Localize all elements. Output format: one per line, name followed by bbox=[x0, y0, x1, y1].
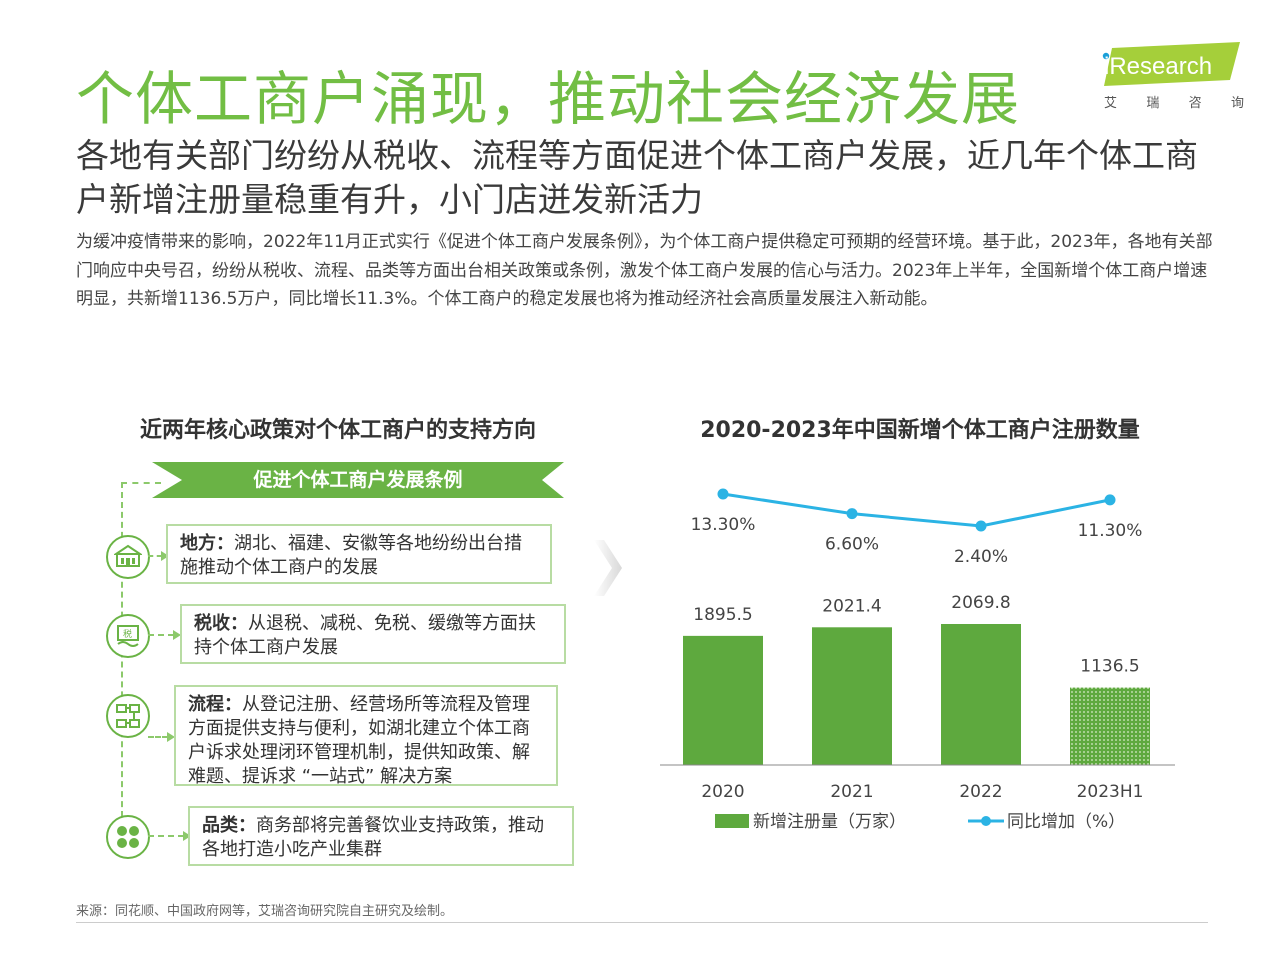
growth-point-2021 bbox=[846, 508, 858, 520]
policy-card-tax: 税收：从退税、减税、免税、缓缴等方面扶持个体工商户发展 bbox=[180, 604, 566, 664]
legend-bar-swatch bbox=[715, 814, 749, 828]
growth-label-2021: 6.60% bbox=[825, 535, 879, 555]
x-tick-2021: 2021 bbox=[830, 782, 873, 802]
chart-title: 2020-2023年中国新增个体工商户注册数量 bbox=[700, 418, 1140, 443]
arrow-1 bbox=[148, 551, 169, 561]
left-panel-title: 近两年核心政策对个体工商户的支持方向 bbox=[139, 418, 536, 443]
connector-line-top bbox=[121, 482, 161, 484]
policy-banner-label: 促进个体工商户发展条例 bbox=[253, 469, 463, 491]
iresearch-logo: iResearch 艾瑞咨询 bbox=[1100, 42, 1244, 112]
footer-divider bbox=[76, 922, 1208, 923]
x-tick-2020: 2020 bbox=[701, 782, 744, 802]
growth-point-2023H1 bbox=[1104, 494, 1116, 506]
bar-2020 bbox=[683, 635, 763, 765]
bar-label-2023H1: 1136.5 bbox=[1080, 657, 1139, 677]
tax-icon: 税 bbox=[106, 614, 150, 658]
logo-cn-text: 艾瑞咨询 bbox=[1104, 96, 1244, 111]
page-title: 个体工商户涌现，推动社会经济发展 bbox=[76, 65, 1021, 133]
arrow-3 bbox=[148, 732, 175, 742]
x-tick-2022: 2022 bbox=[959, 782, 1002, 802]
policy-card-category: 品类：商务部将完善餐饮业支持政策，推动各地打造小吃产业集群 bbox=[188, 806, 574, 866]
process-flow-icon bbox=[106, 694, 150, 738]
policy-card-process: 流程：从登记注册、经营场所等流程及管理方面提供支持与便利，如湖北建立个体工商户诉… bbox=[174, 685, 558, 787]
growth-point-2020 bbox=[717, 488, 729, 500]
arrow-4 bbox=[148, 831, 191, 841]
page-description: 为缓冲疫情带来的影响，2022年11月正式实行《促进个体工商户发展条例》，为个体… bbox=[76, 232, 1213, 309]
growth-label-2020: 13.30% bbox=[691, 515, 756, 535]
bar-label-2022: 2069.8 bbox=[951, 593, 1010, 613]
x-tick-2023H1: 2023H1 bbox=[1077, 782, 1144, 802]
svg-text:税: 税 bbox=[123, 628, 132, 640]
bar-2023H1 bbox=[1070, 687, 1150, 765]
growth-label-2023H1: 11.30% bbox=[1078, 521, 1143, 541]
legend-bar-label: 新增注册量（万家） bbox=[753, 812, 906, 832]
page-subtitle: 各地有关部门纷纷从税收、流程等方面促进个体工商户发展，近几年个体工商户新增注册量… bbox=[76, 136, 1198, 219]
category-grid-icon bbox=[106, 815, 150, 859]
bar-label-2021: 2021.4 bbox=[822, 596, 881, 616]
logo-text: iResearch bbox=[1104, 53, 1212, 80]
growth-line bbox=[722, 492, 1111, 528]
legend-line-marker bbox=[981, 816, 991, 826]
bar-2021 bbox=[812, 627, 892, 765]
chevron-right-icon bbox=[594, 540, 622, 596]
growth-label-2022: 2.40% bbox=[954, 547, 1008, 567]
policy-banner-shape bbox=[152, 462, 564, 498]
policy-card-local: 地方：湖北、福建、安徽等各地纷纷出台措施推动个体工商户的发展 bbox=[166, 524, 552, 584]
government-building-icon bbox=[106, 535, 150, 579]
arrow-2 bbox=[148, 630, 181, 640]
growth-point-2022 bbox=[975, 520, 987, 532]
bar-2022 bbox=[941, 624, 1021, 765]
bar-label-2020: 1895.5 bbox=[693, 605, 752, 625]
bar-line-chart: 1895.5 2020 2021.4 2021 2069.8 2022 1136.5 2023… bbox=[660, 488, 1175, 832]
connector-line bbox=[121, 482, 123, 837]
logo-graphic: iResearch bbox=[1102, 42, 1240, 86]
legend-line-label: 同比增加（%） bbox=[1007, 812, 1125, 832]
source-note: 来源：同花顺、中国政府网等，艾瑞咨询研究院自主研究及绘制。 bbox=[76, 904, 454, 919]
